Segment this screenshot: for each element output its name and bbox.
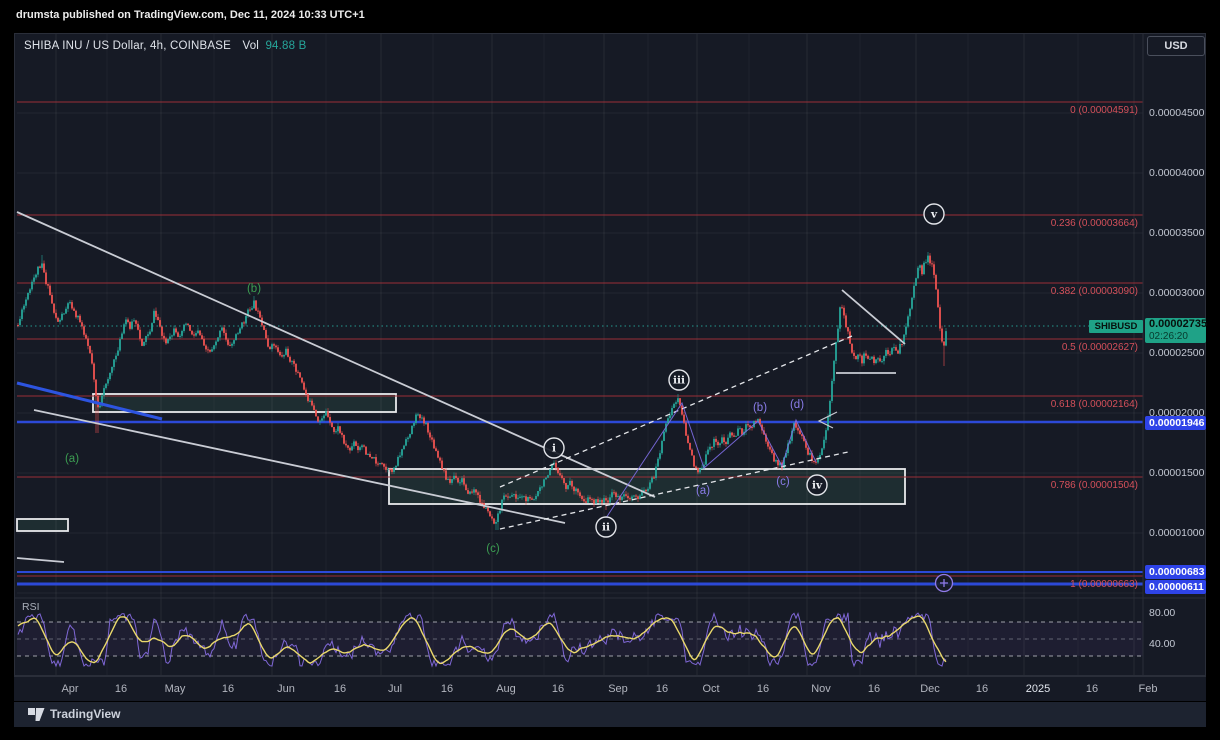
- svg-text:v: v: [930, 209, 938, 221]
- wave-circle-iv: iv: [806, 474, 828, 496]
- price-axis-label: 0.00001000: [1149, 527, 1205, 539]
- wave-circle-i: i: [543, 437, 565, 459]
- time-axis-label: 2025: [1025, 683, 1051, 695]
- symbol-title[interactable]: SHIBA INU / US Dollar, 4h, COINBASE: [24, 40, 232, 52]
- time-axis-label: 16: [1085, 683, 1099, 695]
- time-axis[interactable]: Apr 16 May 16 Jun 16 Jul 16 Aug 16 Sep 16 Oct 16 Nov 16…: [14, 676, 1206, 701]
- time-axis-label: 16: [975, 683, 989, 695]
- fib-level-label: 0 (0.00004591): [1070, 105, 1138, 116]
- time-axis-label: May: [164, 683, 186, 695]
- rsi-indicator-label[interactable]: RSI: [22, 601, 40, 613]
- attribution-bar: drumsta published on TradingView.com, De…: [0, 0, 1220, 31]
- time-axis-label: Nov: [811, 683, 831, 695]
- time-axis-label: 16: [333, 683, 347, 695]
- time-axis-label: 16: [440, 683, 454, 695]
- fib-level-label: 1 (0.00000663): [1070, 579, 1138, 590]
- wave-circle-v: v: [923, 203, 945, 225]
- green-wave-label: (b): [247, 283, 261, 295]
- time-axis-label: Dec: [920, 683, 940, 695]
- svg-text:i: i: [552, 443, 556, 455]
- price-level-badge: 0.00000611: [1145, 580, 1206, 594]
- time-axis-label: Apr: [61, 683, 79, 695]
- fib-level-label: 0.618 (0.00002164): [1050, 399, 1138, 410]
- highlight-box: [92, 393, 397, 413]
- green-wave-label: (a): [65, 453, 79, 465]
- chart-legend: SHIBA INU / US Dollar, 4h, COINBASE Vol …: [24, 40, 307, 52]
- symbol-flag-badge: SHIBUSD: [1089, 320, 1143, 333]
- time-axis-label: 16: [551, 683, 565, 695]
- price-axis-label: 0.00004000: [1149, 167, 1205, 179]
- price-level-badge: 0.00000683: [1145, 565, 1206, 579]
- price-axis-label: 0.00001500: [1149, 467, 1205, 479]
- currency-usd-button[interactable]: USD: [1147, 36, 1205, 56]
- time-axis-label: Sep: [608, 683, 628, 695]
- fib-level-label: 0.5 (0.00002627): [1061, 342, 1138, 353]
- attribution-text: drumsta published on TradingView.com, De…: [16, 9, 365, 21]
- time-axis-label: Jul: [387, 683, 403, 695]
- tradingview-logo-text[interactable]: TradingView: [50, 707, 121, 721]
- wave-circle-ii: ii: [595, 516, 617, 538]
- volume-label: Vol: [242, 40, 260, 52]
- fib-level-label: 0.236 (0.00003664): [1050, 218, 1138, 229]
- price-axis-label: 0.00004500: [1149, 107, 1205, 119]
- plus-marker: [934, 573, 954, 593]
- volume-value: 94.88 B: [265, 40, 307, 52]
- time-axis-label: Aug: [496, 683, 516, 695]
- time-axis-label: 16: [867, 683, 881, 695]
- fib-level-label: 0.382 (0.00003090): [1050, 286, 1138, 297]
- logo-bar: TradingView: [14, 702, 1206, 727]
- price-level-badge: 0.00001946: [1145, 416, 1206, 430]
- rsi-axis-label: 40.00: [1149, 638, 1176, 650]
- purple-wave-label: (c): [776, 476, 790, 488]
- rsi-axis-label: 80.00: [1149, 607, 1176, 619]
- fib-level-label: 0.786 (0.00001504): [1050, 480, 1138, 491]
- time-axis-label: 16: [114, 683, 128, 695]
- time-axis-label: 16: [221, 683, 235, 695]
- time-axis-label: Feb: [1138, 683, 1158, 695]
- price-axis-label: 0.00003000: [1149, 287, 1205, 299]
- purple-wave-label: (d): [790, 399, 804, 411]
- wave-circle-iii: iii: [668, 369, 690, 391]
- purple-wave-label: (a): [696, 485, 710, 497]
- last-price-badge: 0.00002735 02:26:20: [1145, 318, 1208, 343]
- tradingview-logo-icon: [28, 708, 45, 721]
- time-axis-label: Oct: [702, 683, 720, 695]
- time-axis-label: 16: [756, 683, 770, 695]
- time-axis-label: Jun: [277, 683, 295, 695]
- bar-countdown: 02:26:20: [1149, 331, 1188, 342]
- price-axis-label: 0.00002500: [1149, 347, 1205, 359]
- svg-text:ii: ii: [602, 522, 610, 534]
- highlight-box: [16, 518, 69, 532]
- last-price-value: 0.00002735: [1149, 318, 1208, 330]
- purple-wave-label: (b): [753, 402, 767, 414]
- price-axis-label: 0.00003500: [1149, 227, 1205, 239]
- svg-text:iii: iii: [673, 375, 685, 387]
- time-axis-label: 16: [655, 683, 669, 695]
- svg-text:iv: iv: [812, 480, 823, 492]
- green-wave-label: (c): [486, 543, 500, 555]
